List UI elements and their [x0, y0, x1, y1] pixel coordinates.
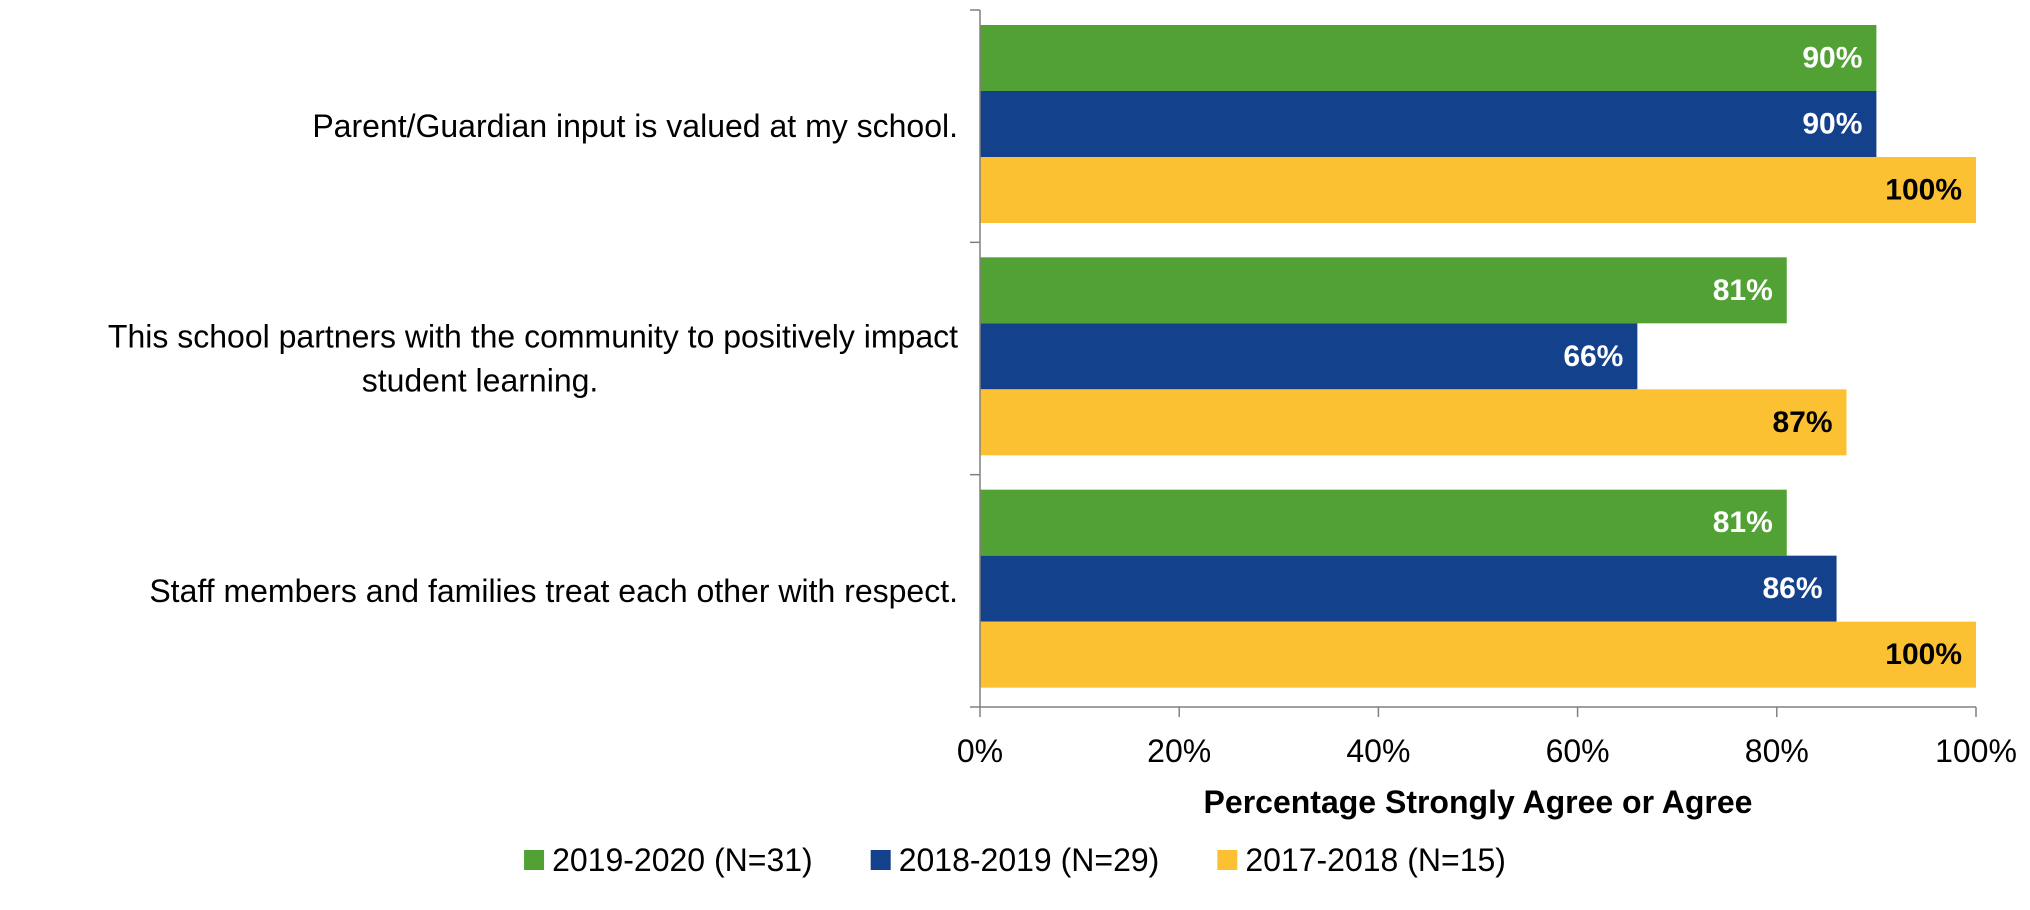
data-label: 90%: [1802, 42, 1862, 75]
category-label: Staff members and families treat each ot…: [149, 573, 958, 609]
legend-label: 2018-2019 (N=29): [899, 842, 1160, 878]
x-tick-label: 20%: [1147, 733, 1211, 769]
bar: [980, 257, 1787, 323]
legend-swatch: [524, 850, 544, 870]
bar: [980, 622, 1976, 688]
bar: [980, 556, 1837, 622]
bar: [980, 490, 1787, 556]
x-tick-label: 60%: [1546, 733, 1610, 769]
category-label: Parent/Guardian input is valued at my sc…: [312, 108, 958, 144]
legend-label: 2017-2018 (N=15): [1245, 842, 1506, 878]
category-label: This school partners with the community …: [108, 319, 958, 355]
x-axis-title: Percentage Strongly Agree or Agree: [1204, 784, 1753, 820]
x-tick-label: 80%: [1745, 733, 1809, 769]
bar: [980, 157, 1976, 223]
bar: [980, 91, 1876, 157]
bar: [980, 389, 1847, 455]
data-label: 86%: [1763, 572, 1823, 605]
legend-label: 2019-2020 (N=31): [552, 842, 813, 878]
x-tick-label: 0%: [957, 733, 1003, 769]
bar: [980, 323, 1637, 389]
data-label: 66%: [1563, 340, 1623, 373]
data-label: 87%: [1772, 406, 1832, 439]
data-label: 100%: [1885, 174, 1962, 207]
category-label: student learning.: [362, 363, 599, 399]
x-tick-label: 100%: [1935, 733, 2017, 769]
data-label: 100%: [1885, 638, 1962, 671]
x-tick-label: 40%: [1346, 733, 1410, 769]
data-label: 90%: [1802, 108, 1862, 141]
bar: [980, 25, 1876, 91]
data-label: 81%: [1713, 506, 1773, 539]
legend-swatch: [1217, 850, 1237, 870]
data-label: 81%: [1713, 274, 1773, 307]
legend-swatch: [871, 850, 891, 870]
